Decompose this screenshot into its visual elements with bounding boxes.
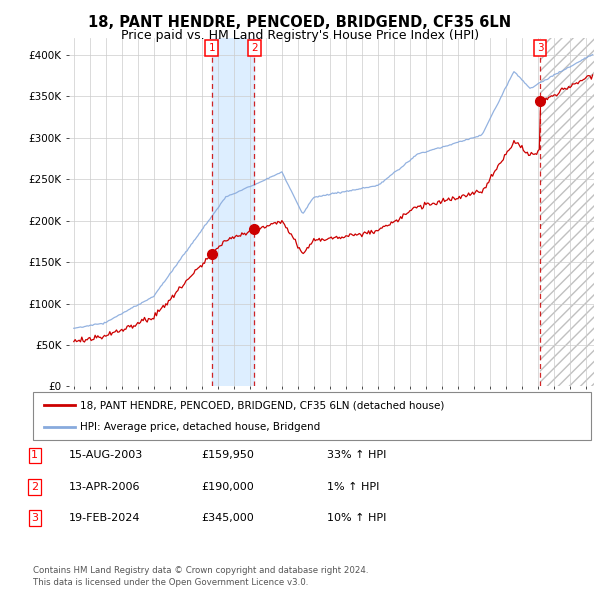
Text: HPI: Average price, detached house, Bridgend: HPI: Average price, detached house, Brid… (80, 422, 320, 432)
Text: 10% ↑ HPI: 10% ↑ HPI (327, 513, 386, 523)
Bar (540, 38, 594, 386)
Text: 2: 2 (251, 43, 257, 53)
Bar (540, 38, 594, 386)
Text: £345,000: £345,000 (201, 513, 254, 523)
Text: £159,950: £159,950 (201, 451, 254, 460)
Text: Price paid vs. HM Land Registry's House Price Index (HPI): Price paid vs. HM Land Registry's House … (121, 29, 479, 42)
Text: £190,000: £190,000 (201, 482, 254, 491)
Text: 2: 2 (31, 482, 38, 491)
Text: 1% ↑ HPI: 1% ↑ HPI (327, 482, 379, 491)
Text: 13-APR-2006: 13-APR-2006 (69, 482, 140, 491)
Text: 3: 3 (537, 43, 544, 53)
Text: 18, PANT HENDRE, PENCOED, BRIDGEND, CF35 6LN (detached house): 18, PANT HENDRE, PENCOED, BRIDGEND, CF35… (80, 400, 445, 410)
Text: 1: 1 (31, 451, 38, 460)
Text: 1: 1 (208, 43, 215, 53)
Text: 18, PANT HENDRE, PENCOED, BRIDGEND, CF35 6LN: 18, PANT HENDRE, PENCOED, BRIDGEND, CF35… (88, 15, 512, 30)
FancyBboxPatch shape (33, 392, 591, 440)
Text: Contains HM Land Registry data © Crown copyright and database right 2024.
This d: Contains HM Land Registry data © Crown c… (33, 566, 368, 587)
Text: 33% ↑ HPI: 33% ↑ HPI (327, 451, 386, 460)
Text: 3: 3 (31, 513, 38, 523)
Text: 19-FEB-2024: 19-FEB-2024 (69, 513, 140, 523)
Text: 15-AUG-2003: 15-AUG-2003 (69, 451, 143, 460)
Bar (212, 38, 254, 386)
